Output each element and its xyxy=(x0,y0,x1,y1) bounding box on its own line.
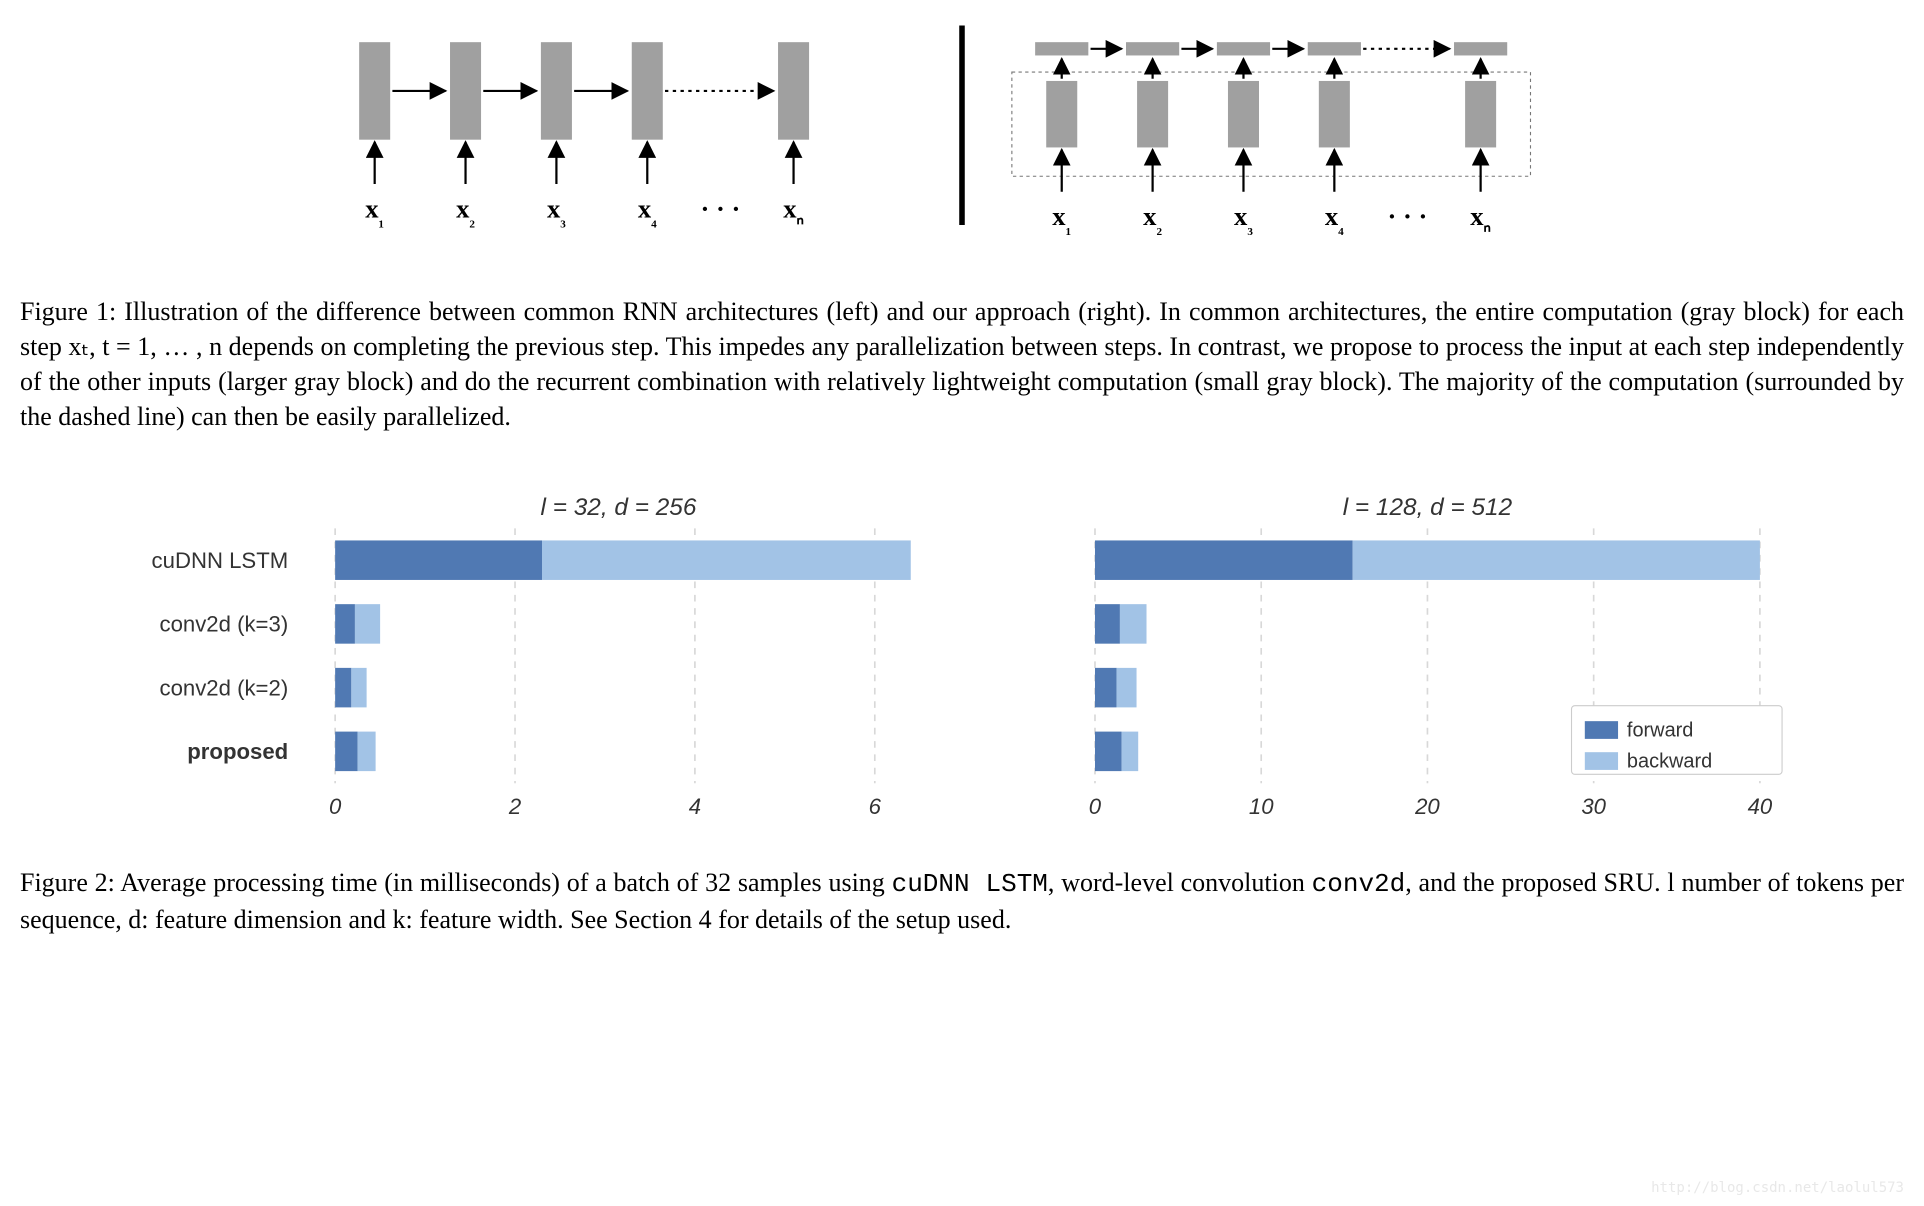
svg-text:· · ·: · · · xyxy=(1388,201,1428,231)
svg-text:x₄: x₄ xyxy=(638,193,657,229)
svg-text:x₁: x₁ xyxy=(365,193,384,229)
svg-text:proposed: proposed xyxy=(187,739,288,764)
svg-text:x₂: x₂ xyxy=(1143,201,1162,237)
svg-text:backward: backward xyxy=(1627,751,1712,773)
svg-text:30: 30 xyxy=(1581,794,1606,819)
svg-text:· · ·: · · · xyxy=(700,193,740,223)
svg-text:x₃: x₃ xyxy=(547,193,566,229)
svg-text:xₙ: xₙ xyxy=(1470,201,1491,237)
svg-text:forward: forward xyxy=(1627,720,1693,742)
svg-text:conv2d (k=2): conv2d (k=2) xyxy=(160,676,289,701)
figure2-caption-mono-1: cuDNN LSTM xyxy=(892,869,1048,899)
figure1-caption-text: Illustration of the difference between c… xyxy=(20,297,1904,431)
figure2-caption-label: Figure 2: xyxy=(20,868,115,897)
svg-text:2: 2 xyxy=(508,794,521,819)
svg-text:20: 20 xyxy=(1414,794,1440,819)
svg-text:10: 10 xyxy=(1249,794,1274,819)
figure2-caption-text-1: Average processing time (in milliseconds… xyxy=(120,868,891,897)
svg-text:x₄: x₄ xyxy=(1325,201,1344,237)
figure2-caption-mono-2: conv2d xyxy=(1312,869,1406,899)
page-container: x₁ x₂ x₃ x₄ xₙ · · · x₁ x₂ x₃ x₄ xₙ · · · Figure 1:… xyxy=(20,20,1904,937)
figure1-caption: Figure 1: Illustration of the difference… xyxy=(20,294,1904,434)
svg-text:x₁: x₁ xyxy=(1052,201,1071,237)
figure2-caption-text-2: , word-level convolution xyxy=(1048,868,1312,897)
figure1-caption-label: Figure 1: xyxy=(20,297,116,326)
figure1-diagram: x₁ x₂ x₃ x₄ xₙ · · · x₁ x₂ x₃ x₄ xₙ · · · xyxy=(20,20,1904,264)
figure2-caption: Figure 2: Average processing time (in mi… xyxy=(20,865,1904,937)
svg-text:40: 40 xyxy=(1748,794,1773,819)
svg-text:0: 0 xyxy=(329,794,342,819)
svg-text:x₂: x₂ xyxy=(456,193,475,229)
svg-text:xₙ: xₙ xyxy=(783,193,804,229)
watermark: http://blog.csdn.net/laolul573 xyxy=(1651,1180,1904,1196)
svg-text:6: 6 xyxy=(869,794,882,819)
svg-text:l = 128, d = 512: l = 128, d = 512 xyxy=(1343,494,1513,521)
svg-text:4: 4 xyxy=(689,794,701,819)
svg-text:conv2d (k=3): conv2d (k=3) xyxy=(160,612,289,637)
figure2-charts: 0 2 4 6 l = 32, d = 256 cuDNN LSTM conv2d (k=3… xyxy=(20,484,1904,839)
svg-text:cuDNN LSTM: cuDNN LSTM xyxy=(152,548,289,573)
svg-text:0: 0 xyxy=(1089,794,1102,819)
svg-text:l = 32, d = 256: l = 32, d = 256 xyxy=(541,494,697,521)
svg-text:x₃: x₃ xyxy=(1234,201,1253,237)
